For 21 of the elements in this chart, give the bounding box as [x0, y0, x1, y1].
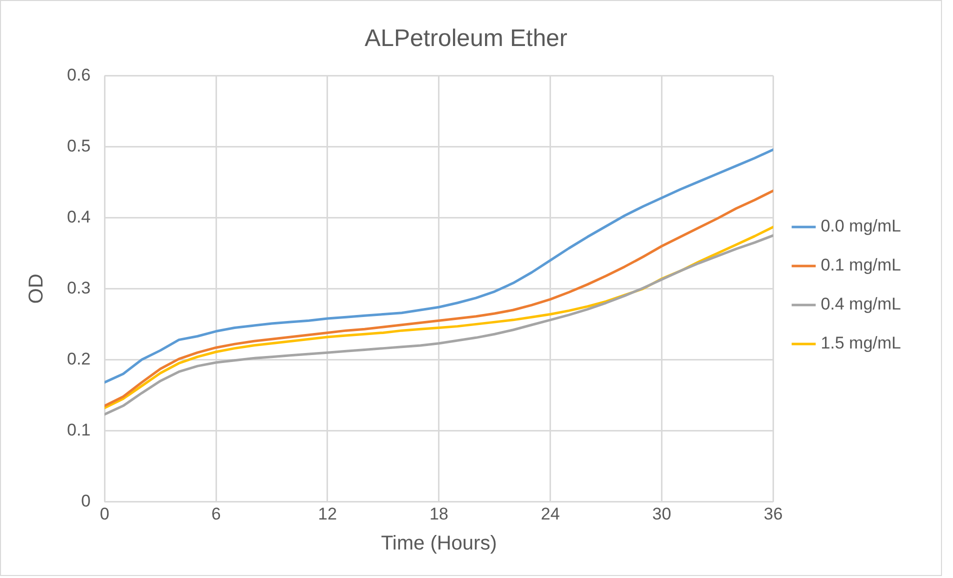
legend-label: 0.4 mg/mL: [820, 294, 901, 314]
x-tick-label: 24: [540, 504, 560, 524]
y-axis-title: OD: [26, 274, 48, 304]
legend-label: 0.0 mg/mL: [820, 216, 901, 236]
x-tick-label: 30: [652, 504, 672, 524]
x-axis-title: Time (Hours): [380, 532, 497, 555]
y-tick-label: 0.3: [66, 278, 91, 298]
legend-label: 1.5 mg/mL: [820, 334, 901, 353]
y-tick-label: 0.2: [66, 349, 91, 368]
x-tick-label: 18: [429, 504, 448, 524]
x-tick-label: 12: [318, 504, 337, 524]
legend-label: 0.1 mg/mL: [820, 256, 901, 275]
x-tick-label: 6: [211, 504, 221, 524]
y-tick-label: 0: [81, 491, 91, 510]
y-tick-label: 0.6: [66, 65, 91, 84]
x-tick-label: 0: [100, 504, 110, 524]
y-tick-label: 0.4: [66, 207, 91, 226]
chart-title: ALPetroleum Ether: [364, 25, 568, 52]
x-tick-label: 36: [764, 504, 783, 524]
y-tick-label: 0.1: [66, 420, 91, 440]
y-tick-label: 0.5: [66, 136, 91, 156]
